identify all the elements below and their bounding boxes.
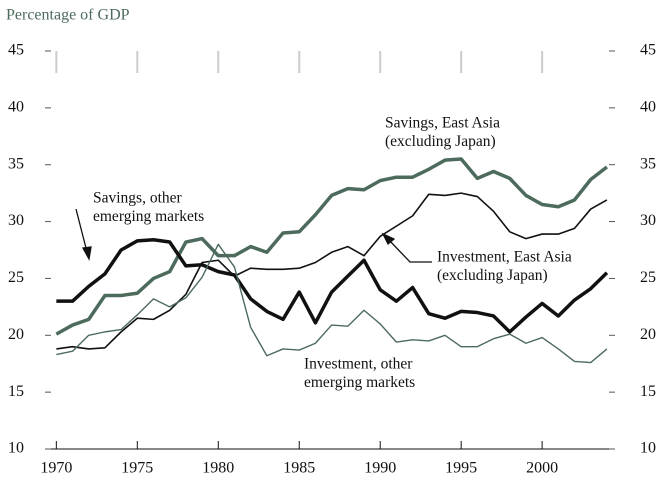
y2-tick-label: 25 <box>640 269 656 286</box>
y2-tick-label: 40 <box>640 99 656 116</box>
series-line <box>55 157 608 336</box>
y2-tick-label: 15 <box>640 383 656 400</box>
annotation: (excluding Japan) <box>385 133 496 150</box>
annotation: Investment, East Asia <box>437 249 572 266</box>
arrow-head <box>81 246 92 261</box>
x-tick-label: 1995 <box>445 460 477 477</box>
y2-tick-label: 20 <box>640 326 656 343</box>
x-tick-label: 1975 <box>121 460 153 477</box>
y-tick-label: 30 <box>8 212 24 229</box>
annotation: emerging markets <box>304 374 415 391</box>
y-tick-label: 25 <box>8 269 24 286</box>
y2-tick-label: 35 <box>640 155 656 172</box>
y-axis-label: Percentage of GDP <box>6 7 130 24</box>
arrow-head <box>381 232 396 246</box>
y-tick-label: 15 <box>8 383 24 400</box>
series-line <box>56 192 608 350</box>
arrows <box>75 208 432 263</box>
y2-tick-label: 10 <box>640 440 656 457</box>
y-tick-label: 20 <box>8 326 24 343</box>
y-tick-label: 45 <box>8 42 24 59</box>
y-tick-label: 10 <box>8 440 24 457</box>
annotation: (excluding Japan) <box>437 267 548 284</box>
annotation: Investment, other <box>304 356 413 373</box>
annotation: Savings, other <box>93 190 183 207</box>
x-tick-label: 1985 <box>283 460 315 477</box>
y2-tick-label: 30 <box>640 212 656 229</box>
y2-tick-label: 45 <box>640 42 656 59</box>
arrow-line <box>387 238 432 263</box>
annotation: Savings, East Asia <box>385 115 500 132</box>
x-tick-label: 1990 <box>364 460 396 477</box>
y-tick-label: 40 <box>8 99 24 116</box>
y-tick-label: 35 <box>8 155 24 172</box>
annotation: emerging markets <box>93 208 204 225</box>
arrow-line <box>75 208 88 253</box>
x-tick-label: 2000 <box>526 460 558 477</box>
series-line <box>56 238 609 334</box>
series-line <box>56 243 608 364</box>
x-tick-label: 1980 <box>202 460 234 477</box>
x-tick-label: 1970 <box>40 460 72 477</box>
